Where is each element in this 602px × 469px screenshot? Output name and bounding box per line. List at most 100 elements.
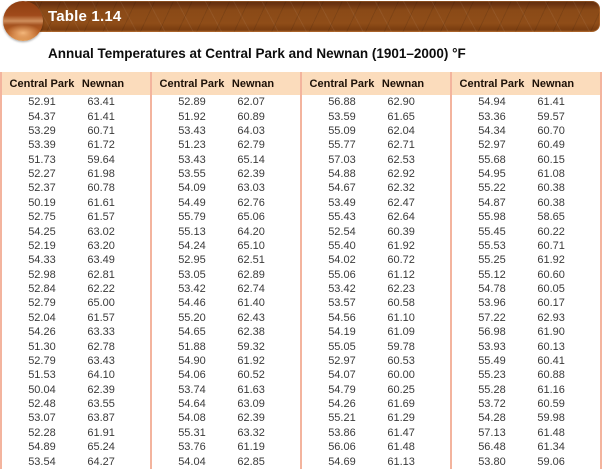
table-row: 51.73 59.64 (2, 153, 150, 167)
group-header-row: Central Park Newnan (452, 72, 600, 95)
table-row: 54.02 60.72 (302, 253, 450, 267)
table-cell: 51.73 (28, 153, 56, 166)
table-cell: 60.89 (237, 110, 265, 123)
table-cell: 62.53 (387, 153, 415, 166)
table-row: 54.65 62.38 (152, 325, 300, 339)
table-cell: 61.91 (87, 426, 115, 439)
column-header: Central Park (9, 77, 75, 90)
table-cell: 55.22 (478, 182, 506, 195)
table-cell: 55.40 (328, 239, 356, 252)
table-cell: 56.48 (478, 441, 506, 454)
table-row: 54.89 65.24 (2, 440, 150, 454)
table-cell: 62.71 (387, 139, 415, 152)
table-cell: 53.42 (328, 283, 356, 296)
table-cell: 61.48 (537, 426, 565, 439)
table-cell: 51.88 (178, 340, 206, 353)
table-cell: 60.60 (537, 268, 565, 281)
table-row: 51.23 62.79 (152, 138, 300, 152)
table-row: 55.98 58.65 (452, 210, 600, 224)
table-row: 55.13 64.20 (152, 224, 300, 238)
table-cell: 57.22 (478, 311, 506, 324)
table-cell: 65.14 (237, 153, 265, 166)
table-cell: 61.92 (237, 354, 265, 367)
table-row: 55.53 60.71 (452, 239, 600, 253)
table-cell: 52.79 (28, 297, 56, 310)
table-row: 57.03 62.53 (302, 153, 450, 167)
table-cell: 54.25 (28, 225, 56, 238)
table-cell: 52.75 (28, 211, 56, 224)
table-row: 53.42 62.74 (152, 282, 300, 296)
table-cell: 53.72 (478, 398, 506, 411)
table-cell: 53.74 (178, 383, 206, 396)
data-table: Central Park Newnan 52.91 63.41 54.37 61.41 53… (0, 72, 602, 469)
table-row: 53.42 62.23 (302, 282, 450, 296)
table-cell: 63.02 (87, 225, 115, 238)
table-cell: 59.57 (537, 110, 565, 123)
table-row: 55.77 62.71 (302, 138, 450, 152)
table-row: 55.25 61.92 (452, 253, 600, 267)
table-cell: 53.86 (328, 426, 356, 439)
table-cell: 54.09 (178, 182, 206, 195)
table-cell: 53.29 (28, 124, 56, 137)
table-cell: 63.41 (87, 96, 115, 109)
table-cell: 52.97 (478, 139, 506, 152)
table-cell: 55.25 (478, 254, 506, 267)
table-cell: 65.00 (87, 297, 115, 310)
table-cell: 62.32 (387, 182, 415, 195)
table-cell: 52.79 (28, 354, 56, 367)
table-row: 52.79 65.00 (2, 296, 150, 310)
table-cell: 54.04 (178, 455, 206, 468)
table-cell: 54.24 (178, 239, 206, 252)
table-cell: 54.65 (178, 326, 206, 339)
table-row: 52.84 62.22 (2, 282, 150, 296)
group-header-row: Central Park Newnan (302, 72, 450, 95)
table-row: 54.26 63.33 (2, 325, 150, 339)
table-title: Annual Temperatures at Central Park and … (48, 46, 466, 61)
table-cell: 54.94 (478, 96, 506, 109)
table-row: 54.64 63.09 (152, 397, 300, 411)
table-cell: 50.04 (28, 383, 56, 396)
table-cell: 63.03 (237, 182, 265, 195)
table-row: 51.92 60.89 (152, 109, 300, 123)
table-row: 53.36 59.57 (452, 109, 600, 123)
table-cell: 52.28 (28, 426, 56, 439)
table-cell: 62.85 (237, 455, 265, 468)
table-row: 54.90 61.92 (152, 354, 300, 368)
table-cell: 53.05 (178, 268, 206, 281)
table-row: 54.79 60.25 (302, 383, 450, 397)
table-cell: 52.84 (28, 283, 56, 296)
table-cell: 62.89 (237, 268, 265, 281)
table-cell: 53.55 (178, 168, 206, 181)
table-cell: 55.23 (478, 369, 506, 382)
column-header: Newnan (81, 77, 125, 90)
table-cell: 61.08 (537, 168, 565, 181)
table-cell: 51.30 (28, 340, 56, 353)
table-row: 54.78 60.05 (452, 282, 600, 296)
table-cell: 64.20 (237, 225, 265, 238)
table-cell: 60.00 (387, 369, 415, 382)
table-cell: 54.49 (178, 196, 206, 209)
table-cell: 50.19 (28, 196, 56, 209)
table-cell: 55.13 (178, 225, 206, 238)
table-row: 53.54 64.27 (2, 454, 150, 468)
table-cell: 61.57 (87, 211, 115, 224)
table-cell: 57.03 (328, 153, 356, 166)
table-cell: 62.90 (387, 96, 415, 109)
table-cell: 61.65 (387, 110, 415, 123)
table-cell: 53.80 (478, 455, 506, 468)
table-row: 54.08 62.39 (152, 411, 300, 425)
table-cell: 60.72 (387, 254, 415, 267)
table-cell: 61.09 (387, 326, 415, 339)
table-cell: 54.90 (178, 354, 206, 367)
table-cell: 52.04 (28, 311, 56, 324)
table-cell: 62.23 (387, 283, 415, 296)
table-cell: 52.27 (28, 168, 56, 181)
table-cell: 62.92 (387, 168, 415, 181)
table-cell: 54.78 (478, 283, 506, 296)
table-cell: 60.39 (387, 225, 415, 238)
table-cell: 61.41 (87, 110, 115, 123)
table-row: 52.89 62.07 (152, 95, 300, 109)
table-cell: 53.43 (178, 153, 206, 166)
table-cell: 61.63 (237, 383, 265, 396)
table-cell: 65.10 (237, 239, 265, 252)
